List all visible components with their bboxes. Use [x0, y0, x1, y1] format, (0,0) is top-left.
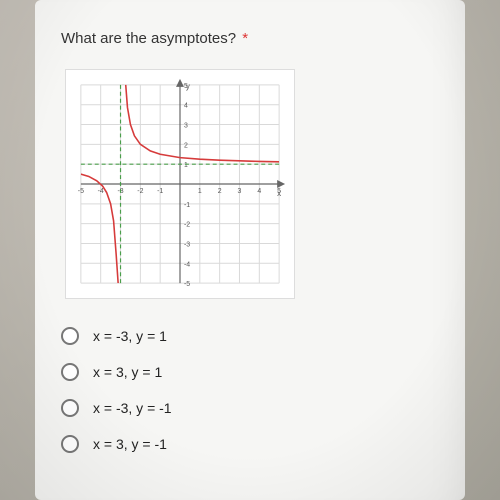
- graph-container: yx-5-4-3-2-112345-5-4-3-2-112345: [65, 69, 295, 299]
- svg-text:-2: -2: [137, 188, 143, 195]
- svg-text:-1: -1: [157, 188, 163, 195]
- option-1[interactable]: x = 3, y = 1: [61, 363, 439, 381]
- svg-text:1: 1: [198, 188, 202, 195]
- svg-text:5: 5: [184, 83, 188, 90]
- option-3[interactable]: x = 3, y = -1: [61, 435, 439, 453]
- svg-text:1: 1: [184, 162, 188, 169]
- radio-icon: [61, 435, 79, 453]
- option-2[interactable]: x = -3, y = -1: [61, 399, 439, 417]
- svg-text:4: 4: [257, 188, 261, 195]
- svg-text:2: 2: [218, 188, 222, 195]
- options-group: x = -3, y = 1 x = 3, y = 1 x = -3, y = -…: [61, 327, 439, 453]
- option-label: x = 3, y = -1: [93, 436, 167, 452]
- svg-text:-2: -2: [184, 222, 190, 229]
- svg-text:-3: -3: [184, 241, 190, 248]
- svg-text:5: 5: [277, 188, 281, 195]
- radio-icon: [61, 399, 79, 417]
- question-label: What are the asymptotes?: [61, 30, 236, 47]
- svg-text:4: 4: [184, 103, 188, 110]
- svg-text:2: 2: [184, 142, 188, 149]
- svg-text:3: 3: [184, 122, 188, 129]
- radio-icon: [61, 363, 79, 381]
- graph-svg: yx-5-4-3-2-112345-5-4-3-2-112345: [66, 70, 294, 298]
- quiz-card: What are the asymptotes? * yx-5-4-3-2-11…: [35, 0, 465, 500]
- option-label: x = -3, y = 1: [93, 328, 167, 344]
- svg-text:-5: -5: [184, 281, 190, 288]
- question-text: What are the asymptotes? *: [61, 30, 439, 47]
- svg-text:-5: -5: [78, 188, 84, 195]
- radio-icon: [61, 327, 79, 345]
- svg-text:-4: -4: [184, 261, 190, 268]
- svg-text:3: 3: [238, 188, 242, 195]
- option-label: x = 3, y = 1: [93, 364, 162, 380]
- required-marker: *: [242, 30, 248, 47]
- option-label: x = -3, y = -1: [93, 400, 172, 416]
- option-0[interactable]: x = -3, y = 1: [61, 327, 439, 345]
- svg-text:-4: -4: [98, 188, 104, 195]
- svg-text:-1: -1: [184, 202, 190, 209]
